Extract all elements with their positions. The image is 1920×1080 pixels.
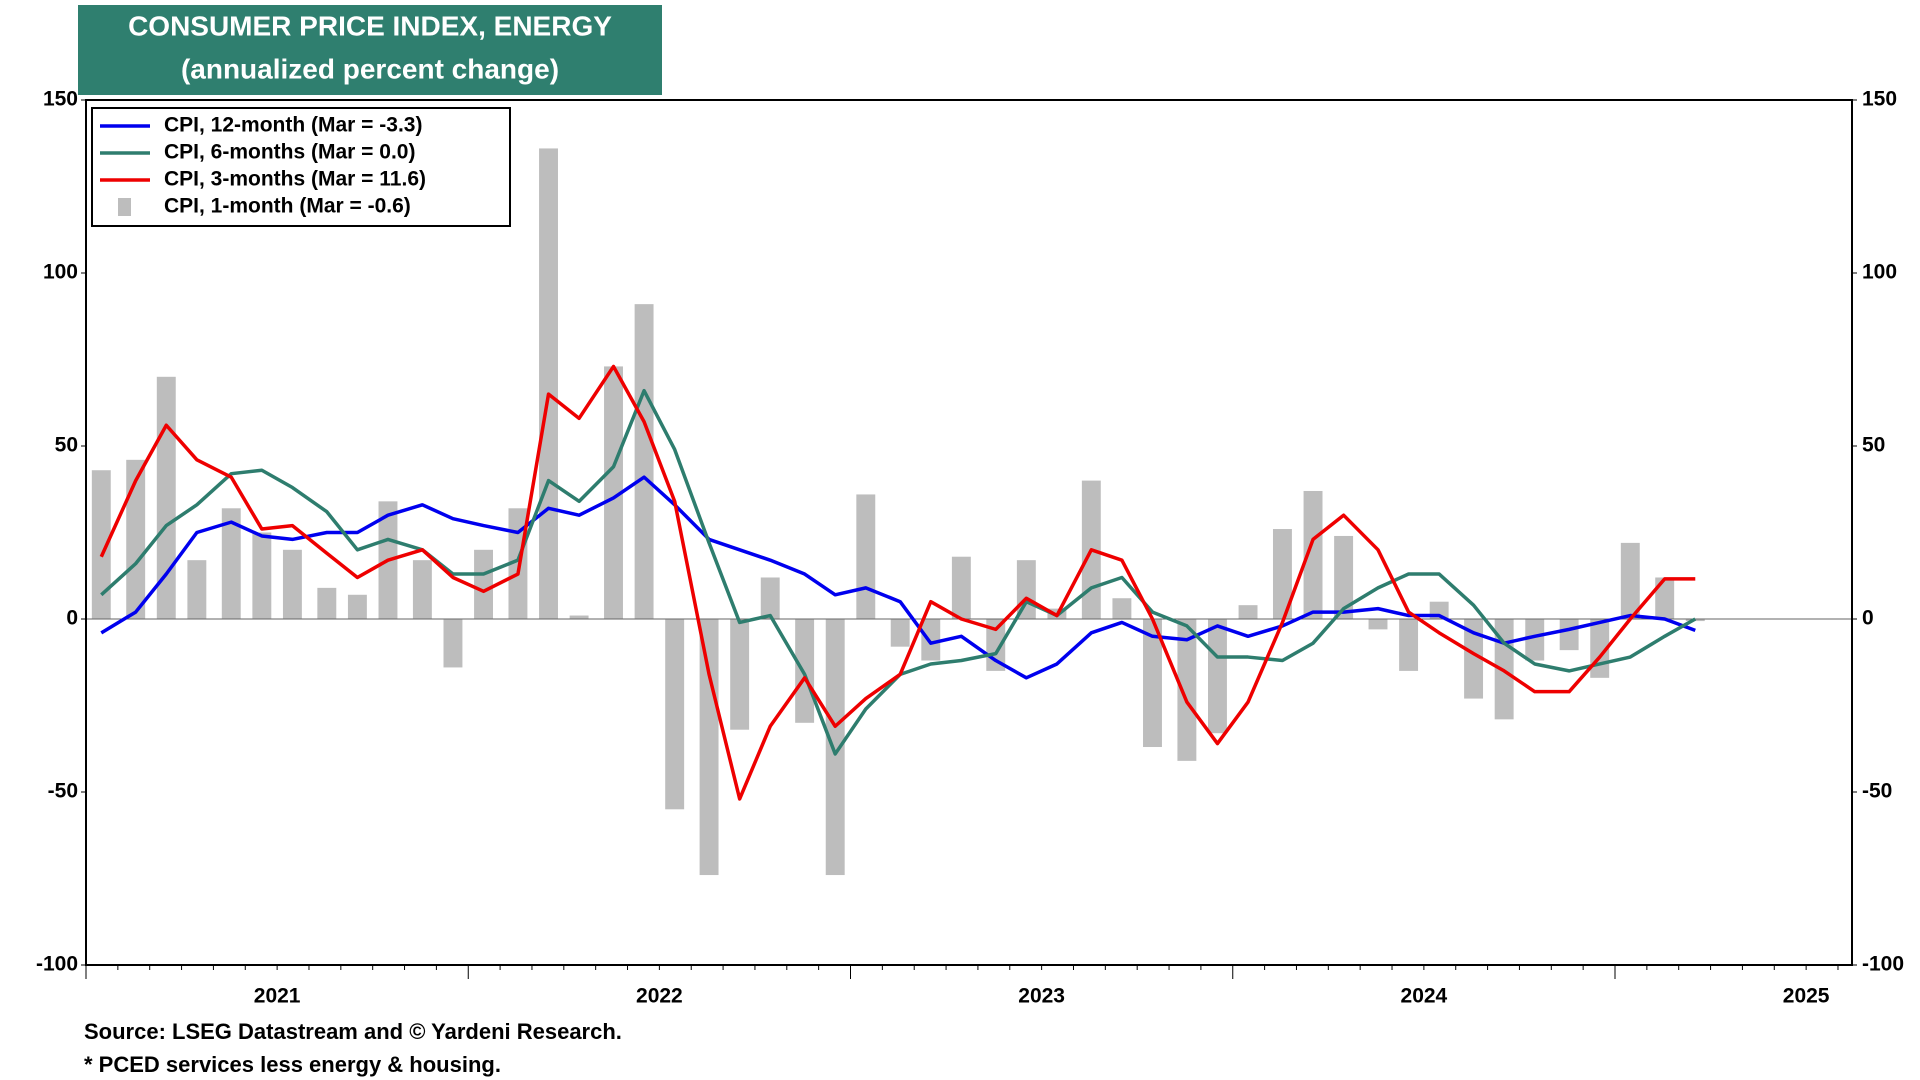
x-tick-label: 2022 bbox=[636, 985, 683, 1008]
bar bbox=[347, 594, 367, 619]
plot-frame bbox=[85, 99, 1853, 966]
bar bbox=[1655, 577, 1675, 619]
bar bbox=[126, 459, 146, 619]
bar bbox=[1238, 605, 1258, 619]
x-tick-label: 2023 bbox=[1018, 985, 1065, 1008]
bar bbox=[1177, 619, 1197, 761]
bar bbox=[91, 470, 111, 619]
bar bbox=[443, 619, 463, 668]
bar bbox=[1334, 535, 1354, 619]
bar bbox=[604, 366, 623, 619]
bar bbox=[1525, 619, 1545, 661]
y-tick-label: -100 bbox=[36, 953, 78, 976]
bar bbox=[282, 549, 302, 619]
title-box bbox=[78, 5, 662, 95]
line bbox=[99, 364, 1696, 801]
bar bbox=[1272, 529, 1292, 619]
y-tick-label: 0 bbox=[66, 607, 78, 630]
line bbox=[100, 475, 1696, 680]
bar bbox=[921, 619, 941, 661]
bar bbox=[1208, 619, 1227, 734]
legend-swatch bbox=[118, 198, 131, 216]
chart-title: CONSUMER PRICE INDEX, ENERGY bbox=[128, 10, 612, 41]
y2-tick-label: 150 bbox=[1862, 88, 1897, 111]
bar bbox=[760, 577, 780, 619]
y2-tick-label: 0 bbox=[1862, 607, 1874, 630]
bar bbox=[569, 615, 589, 619]
bar bbox=[1559, 619, 1579, 651]
line bbox=[100, 388, 1697, 756]
chart-subtitle: (annualized percent change) bbox=[181, 53, 559, 84]
y-tick-label: 150 bbox=[43, 88, 78, 111]
bar bbox=[825, 619, 845, 876]
y2-tick-label: -50 bbox=[1862, 780, 1892, 803]
legend-label: CPI, 12-month (Mar = -3.3) bbox=[164, 114, 422, 137]
bar bbox=[1620, 542, 1640, 619]
bar bbox=[221, 508, 241, 619]
y2-tick-label: 100 bbox=[1862, 261, 1897, 284]
bar bbox=[665, 619, 685, 810]
bar bbox=[1143, 619, 1162, 748]
bar bbox=[412, 560, 432, 619]
x-tick-label: 2025 bbox=[1783, 985, 1830, 1008]
bar bbox=[539, 148, 558, 619]
x-tick-label: 2024 bbox=[1401, 985, 1448, 1008]
bar bbox=[951, 556, 971, 619]
x-tick-label: 2021 bbox=[254, 985, 301, 1008]
legend-box bbox=[91, 107, 511, 227]
legend-label: CPI, 3-months (Mar = 11.6) bbox=[164, 168, 426, 191]
footnote: * PCED services less energy & housing. bbox=[84, 1052, 501, 1077]
legend-label: CPI, 6-months (Mar = 0.0) bbox=[164, 141, 415, 164]
y2-tick-label: 50 bbox=[1862, 434, 1885, 457]
bar bbox=[252, 532, 272, 619]
y-tick-label: 50 bbox=[55, 434, 78, 457]
bar bbox=[1368, 619, 1388, 630]
source-note: Source: LSEG Datastream and © Yardeni Re… bbox=[84, 1019, 622, 1044]
y2-tick-label: -100 bbox=[1862, 953, 1904, 976]
bar bbox=[634, 304, 654, 619]
bar bbox=[187, 560, 207, 619]
bar bbox=[890, 619, 910, 647]
bar bbox=[856, 494, 876, 619]
bar bbox=[474, 549, 494, 619]
y-tick-label: -50 bbox=[48, 780, 78, 803]
legend-label: CPI, 1-month (Mar = -0.6) bbox=[164, 195, 411, 218]
bar bbox=[1399, 619, 1419, 671]
bar bbox=[699, 619, 719, 876]
bar bbox=[1464, 619, 1484, 699]
y-tick-label: 100 bbox=[43, 261, 78, 284]
bar bbox=[317, 587, 337, 619]
bar bbox=[1112, 598, 1132, 619]
bar bbox=[730, 619, 750, 730]
bar bbox=[1303, 490, 1323, 619]
